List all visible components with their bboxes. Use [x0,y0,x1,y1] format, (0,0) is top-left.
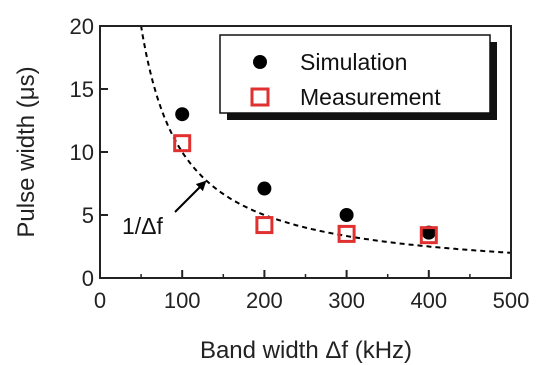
x-tick-label: 100 [164,288,201,313]
axis-ticks: 0 100 200 300 400 500 0 5 10 15 20 [70,14,530,313]
simulation-point [339,208,354,222]
x-axis-title: Band width Δf (kHz) [200,337,412,364]
x-tick-label: 400 [410,288,447,313]
x-tick-label: 200 [246,288,283,313]
legend-measurement-label: Measurement [300,84,441,110]
x-tick-label: 500 [493,288,530,313]
simulation-point [175,107,190,122]
legend-simulation-label: Simulation [300,49,407,75]
curve-annotation-label: 1/Δf [122,213,164,239]
y-tick-label: 20 [70,14,94,39]
y-tick-label: 15 [70,77,94,102]
legend-simulation-marker [253,55,267,69]
measurement-point [255,216,274,235]
measurement-point [337,224,356,243]
measurement-point [419,226,438,245]
reference-curve-line [140,26,511,254]
measurement-point [173,134,192,153]
legend-measurement-marker [250,87,270,107]
legend: Simulation Measurement [219,34,497,120]
y-tick-label: 10 [70,140,94,165]
x-tick-label: 0 [94,288,106,313]
y-tick-label: 5 [82,203,94,228]
curve-annotation: 1/Δf [122,180,207,239]
y-tick-label: 0 [82,266,94,291]
y-axis-title: Pulse width (μs) [13,66,40,237]
data-markers [173,107,438,245]
curve-annotation-arrow [174,180,207,213]
x-tick-label: 300 [328,288,365,313]
simulation-point [257,181,272,196]
reference-curve [140,26,511,254]
